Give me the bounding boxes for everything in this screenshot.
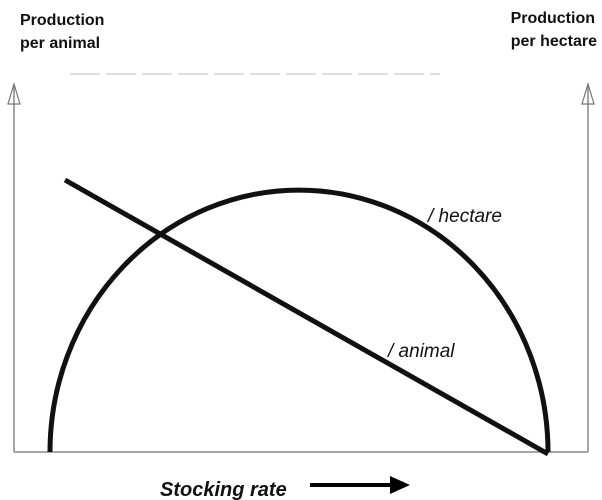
right-axis-label: Production bbox=[511, 10, 595, 27]
left-axis-label: per animal bbox=[20, 35, 100, 52]
left-axis-arrow bbox=[7, 81, 21, 105]
left-axis-label: Production bbox=[20, 12, 104, 29]
right-axis-label: per hectare bbox=[511, 33, 597, 50]
per-hectare-curve bbox=[47, 187, 551, 453]
animal-label: / animal bbox=[386, 341, 455, 362]
per-animal-line bbox=[63, 177, 550, 457]
x-arrow-head bbox=[390, 476, 410, 494]
hectare-label: / hectare bbox=[426, 206, 502, 227]
right-axis-arrow bbox=[581, 81, 595, 105]
x-axis-label: Stocking rate bbox=[160, 479, 287, 500]
